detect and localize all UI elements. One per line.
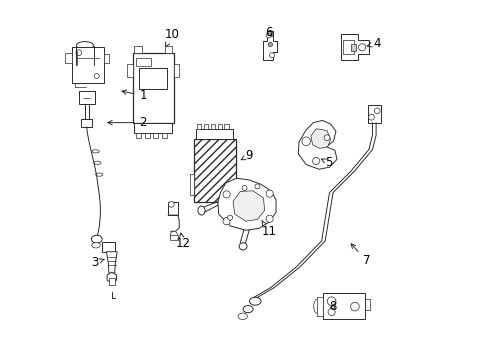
Text: 3: 3 <box>91 256 104 269</box>
Text: 8: 8 <box>329 300 336 313</box>
Circle shape <box>269 53 274 58</box>
Bar <box>162 134 167 138</box>
Polygon shape <box>298 121 336 169</box>
Circle shape <box>242 185 246 190</box>
Circle shape <box>312 157 319 165</box>
Ellipse shape <box>92 243 100 248</box>
Circle shape <box>265 33 270 38</box>
Bar <box>139 68 167 89</box>
Text: 10: 10 <box>164 28 179 47</box>
Circle shape <box>76 50 81 55</box>
Polygon shape <box>310 129 330 148</box>
Ellipse shape <box>94 161 101 165</box>
Bar <box>322 293 364 319</box>
Text: 2: 2 <box>107 116 147 129</box>
Ellipse shape <box>249 297 261 305</box>
Ellipse shape <box>92 150 99 153</box>
Text: 1: 1 <box>122 89 147 102</box>
Bar <box>109 278 115 285</box>
Bar <box>197 124 201 130</box>
Bar <box>317 297 322 316</box>
Text: 4: 4 <box>366 36 380 50</box>
Polygon shape <box>218 178 276 230</box>
Circle shape <box>254 184 260 189</box>
Bar <box>193 139 235 202</box>
Bar <box>351 44 355 51</box>
Ellipse shape <box>96 173 102 176</box>
Bar <box>196 130 233 139</box>
Circle shape <box>223 218 230 225</box>
Circle shape <box>373 108 379 114</box>
Circle shape <box>350 302 359 311</box>
Bar <box>126 64 132 77</box>
Bar <box>81 119 92 127</box>
Text: 11: 11 <box>261 220 276 238</box>
Polygon shape <box>340 34 368 60</box>
Circle shape <box>168 202 174 207</box>
Circle shape <box>324 135 329 140</box>
Text: 6: 6 <box>264 27 272 40</box>
Circle shape <box>265 190 273 197</box>
Bar <box>224 124 228 130</box>
Circle shape <box>327 309 335 316</box>
Polygon shape <box>233 191 264 221</box>
Bar <box>136 134 141 138</box>
Bar <box>79 91 94 104</box>
Circle shape <box>94 73 99 78</box>
Bar <box>134 123 172 134</box>
Ellipse shape <box>76 61 93 69</box>
Bar <box>170 235 178 239</box>
Bar <box>203 124 208 130</box>
Text: 12: 12 <box>175 233 190 250</box>
Polygon shape <box>107 272 116 283</box>
Circle shape <box>301 137 310 145</box>
Bar <box>132 53 174 123</box>
Bar <box>102 242 115 252</box>
Circle shape <box>267 42 272 46</box>
Circle shape <box>368 114 373 120</box>
Bar <box>343 40 353 54</box>
Ellipse shape <box>243 306 253 313</box>
Bar <box>367 105 380 123</box>
Bar <box>104 54 109 63</box>
Bar <box>217 124 222 130</box>
Circle shape <box>227 215 232 220</box>
Bar <box>153 134 158 138</box>
Bar <box>210 124 215 130</box>
Bar <box>174 64 179 77</box>
Bar <box>134 45 142 53</box>
Circle shape <box>326 297 335 306</box>
Circle shape <box>358 44 365 51</box>
Circle shape <box>170 231 177 238</box>
Polygon shape <box>106 252 117 273</box>
Bar <box>65 53 72 63</box>
Bar <box>167 202 178 215</box>
Bar <box>190 174 193 195</box>
Circle shape <box>223 191 230 198</box>
Ellipse shape <box>76 41 93 49</box>
Ellipse shape <box>238 313 247 319</box>
Text: 9: 9 <box>241 149 252 162</box>
Text: 5: 5 <box>321 156 332 169</box>
Ellipse shape <box>198 206 204 215</box>
Bar <box>72 47 104 83</box>
Polygon shape <box>263 31 277 59</box>
Text: 7: 7 <box>350 244 369 267</box>
Bar <box>164 45 172 53</box>
Ellipse shape <box>239 243 246 250</box>
Bar <box>144 134 149 138</box>
Circle shape <box>265 215 273 222</box>
Ellipse shape <box>91 235 102 243</box>
Bar <box>136 58 150 66</box>
